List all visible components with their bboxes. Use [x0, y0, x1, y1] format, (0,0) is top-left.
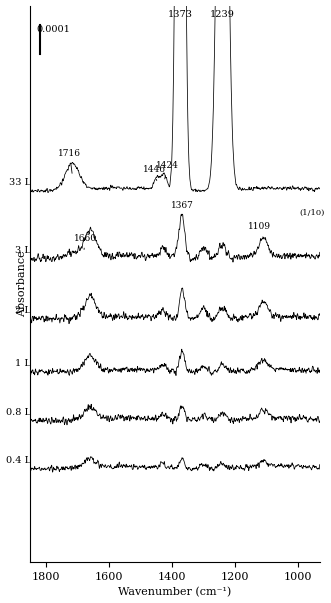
- Text: 33 L: 33 L: [9, 178, 31, 187]
- Text: 1109: 1109: [249, 223, 271, 239]
- Text: 0.0001: 0.0001: [36, 25, 70, 34]
- Text: 0.4 L: 0.4 L: [6, 456, 31, 465]
- Text: 3 L: 3 L: [15, 245, 31, 254]
- Text: 1716: 1716: [58, 149, 81, 173]
- Text: 1660: 1660: [74, 233, 97, 250]
- X-axis label: Wavenumber (cm⁻¹): Wavenumber (cm⁻¹): [118, 587, 232, 598]
- Text: 1424: 1424: [156, 161, 178, 179]
- Text: 1 L: 1 L: [15, 359, 31, 368]
- Text: 1239: 1239: [210, 10, 235, 19]
- Text: 0.8 L: 0.8 L: [6, 408, 31, 417]
- Text: 1367: 1367: [171, 201, 194, 216]
- Y-axis label: Absorbance: Absorbance: [18, 250, 27, 317]
- Text: 1446: 1446: [143, 165, 166, 181]
- Text: 1373: 1373: [168, 10, 193, 19]
- Text: 2 L: 2 L: [15, 306, 31, 315]
- Text: (1/10): (1/10): [299, 209, 325, 216]
- Text: 906: 906: [0, 602, 1, 603]
